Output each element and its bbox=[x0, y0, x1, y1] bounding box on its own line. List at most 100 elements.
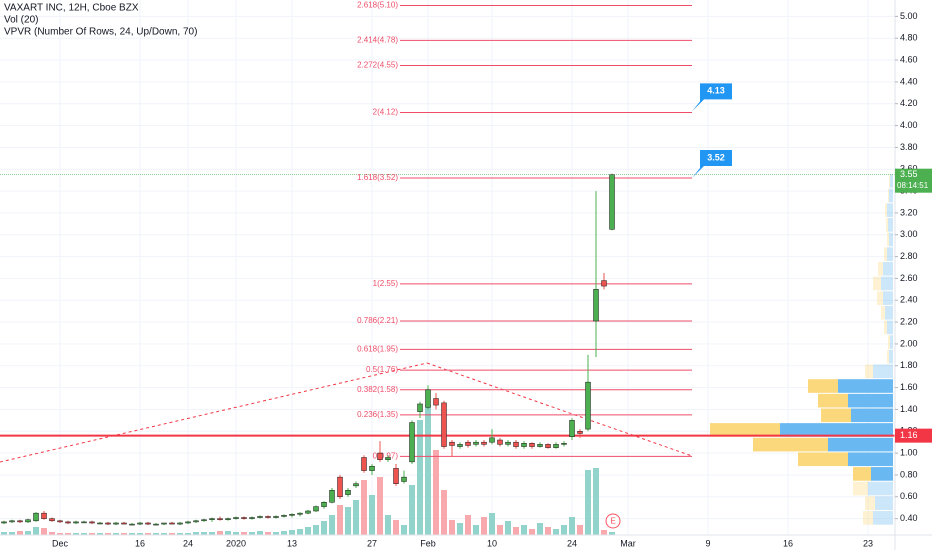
candle-body bbox=[153, 523, 159, 526]
volume-bar bbox=[129, 533, 135, 535]
earnings-label[interactable]: E bbox=[610, 517, 615, 526]
fib-levels: 2.618(5.10) 2.414(4.78) 2.272(4.55) 2(4.12)… bbox=[357, 1, 692, 460]
x-tick-label: 2020 bbox=[226, 538, 246, 548]
vpvr-up bbox=[887, 203, 893, 218]
trend-line bbox=[426, 362, 693, 457]
candle-body bbox=[545, 444, 551, 448]
y-tick-label: 0.40 bbox=[900, 513, 918, 523]
volume-bar bbox=[121, 533, 127, 535]
volume-bar bbox=[257, 531, 263, 535]
candle-body bbox=[353, 483, 359, 487]
y-tick-label: 3.20 bbox=[900, 207, 918, 217]
legend-vpvr: VPVR (Number Of Rows, 24, Up/Down, 70) bbox=[4, 27, 197, 38]
vpvr-up bbox=[868, 481, 893, 496]
candle-body bbox=[113, 522, 119, 525]
y-tick-label: 1.40 bbox=[900, 404, 918, 414]
candle-body bbox=[249, 517, 255, 519]
volume-bar bbox=[401, 525, 407, 535]
drawings bbox=[0, 174, 895, 463]
vpvr-up bbox=[881, 276, 893, 291]
fib-label: 2(4.12) bbox=[373, 108, 399, 117]
y-tick-label: 3.00 bbox=[900, 229, 918, 239]
vpvr-up bbox=[838, 379, 893, 393]
candle-body bbox=[281, 515, 287, 517]
volume-bar bbox=[441, 490, 447, 535]
volume-bar bbox=[153, 533, 159, 535]
volume-bar bbox=[233, 532, 239, 535]
candle-body bbox=[129, 523, 135, 526]
x-tick-label: 23 bbox=[863, 538, 873, 548]
volume-bar bbox=[353, 500, 359, 535]
vpvr-up bbox=[885, 305, 893, 320]
volume-bar bbox=[433, 450, 439, 535]
vpvr-down bbox=[873, 276, 881, 291]
candle-body bbox=[433, 398, 439, 406]
volume-bar bbox=[569, 517, 575, 535]
volume-bar bbox=[329, 515, 335, 535]
fib-label: 0.236(1.35) bbox=[357, 410, 398, 419]
candle-body bbox=[513, 441, 519, 447]
candle-body bbox=[441, 402, 447, 447]
vpvr-down bbox=[884, 247, 887, 261]
y-tick-label: 2.40 bbox=[900, 295, 918, 305]
vpvr-up bbox=[875, 496, 893, 511]
x-tick-label: 10 bbox=[487, 538, 497, 548]
earnings-icon[interactable] bbox=[605, 513, 621, 529]
candle-body bbox=[481, 441, 487, 445]
y-tick-label: 5.00 bbox=[900, 11, 918, 21]
volume-bar bbox=[1, 532, 7, 535]
volume-bar bbox=[209, 532, 215, 535]
volume-bar bbox=[41, 528, 47, 535]
last-axis-label: 3.55 bbox=[900, 169, 918, 179]
candle-body bbox=[73, 521, 79, 524]
x-tick-label: 13 bbox=[287, 538, 297, 548]
volume-bar bbox=[185, 533, 191, 535]
candle-body bbox=[169, 522, 175, 525]
candle-body bbox=[185, 521, 191, 524]
vpvr-up bbox=[883, 291, 893, 305]
vpvr-down bbox=[865, 496, 875, 511]
vpvr-down bbox=[821, 408, 851, 423]
vpvr-pane bbox=[710, 174, 893, 525]
candle-body bbox=[329, 489, 335, 503]
candle-body bbox=[449, 441, 455, 446]
callout-box bbox=[692, 83, 732, 112]
volume-bar bbox=[273, 532, 279, 535]
volume-bar bbox=[265, 532, 271, 535]
volume-bar bbox=[57, 533, 63, 535]
price-axis bbox=[895, 0, 932, 550]
vpvr-down bbox=[886, 218, 888, 232]
volume-bar bbox=[553, 529, 559, 535]
y-tick-label: 2.80 bbox=[900, 251, 918, 261]
volume-bar bbox=[297, 529, 303, 535]
legend-title: VAXART INC, 12H, Cboe BZX bbox=[4, 3, 139, 14]
candle-body bbox=[489, 437, 495, 443]
vpvr-up bbox=[888, 218, 893, 232]
candle-body bbox=[313, 506, 319, 512]
vpvr-up bbox=[780, 423, 893, 437]
candle-body bbox=[41, 512, 47, 519]
y-tick-label: 2.00 bbox=[900, 338, 918, 348]
vpvr-down bbox=[887, 232, 889, 247]
candle-body bbox=[33, 512, 39, 522]
candle-body bbox=[473, 441, 479, 445]
candle-body bbox=[233, 517, 239, 519]
volume-bar bbox=[561, 525, 567, 535]
y-tick-label: 3.80 bbox=[900, 142, 918, 152]
volume-bar bbox=[513, 527, 519, 535]
vpvr-down bbox=[889, 174, 890, 188]
candle-body bbox=[25, 519, 31, 523]
volume-bar bbox=[201, 532, 207, 535]
vpvr-down bbox=[884, 320, 887, 335]
volume-bar bbox=[217, 531, 223, 535]
candle-body bbox=[89, 521, 95, 524]
candle-body bbox=[209, 518, 215, 520]
volume-bar bbox=[169, 533, 175, 535]
volume-bar bbox=[161, 533, 167, 535]
vpvr-up bbox=[873, 511, 893, 525]
volume-bar bbox=[473, 525, 479, 535]
volume-bar bbox=[481, 517, 487, 535]
vpvr-down bbox=[885, 203, 887, 218]
volume-bar bbox=[505, 521, 511, 535]
candle-body bbox=[257, 516, 263, 518]
